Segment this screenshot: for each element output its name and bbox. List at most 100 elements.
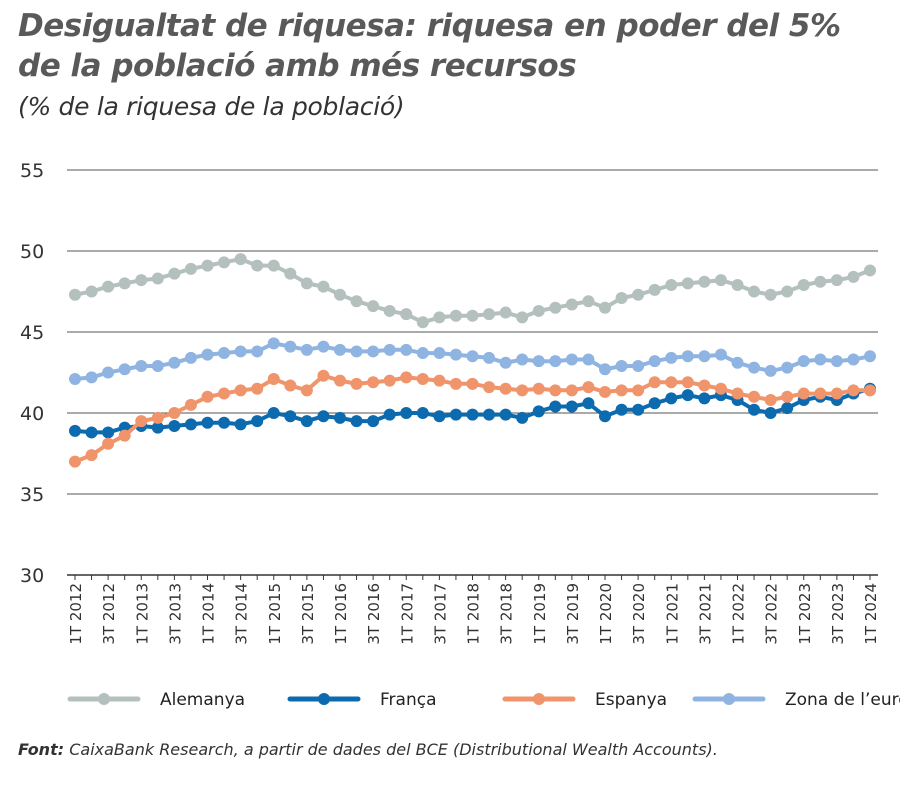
data-point-zona-de-l-euro: [251, 345, 264, 358]
x-tick-label: 1T 2013: [133, 583, 151, 645]
data-point-zona-de-l-euro: [615, 360, 628, 373]
data-point-fran-a: [615, 403, 628, 416]
data-point-zona-de-l-euro: [168, 356, 181, 369]
x-tick-label: 1T 2012: [67, 583, 85, 645]
x-tick-label: 3T 2022: [763, 583, 781, 645]
data-point-zona-de-l-euro: [516, 353, 529, 366]
data-point-fran-a: [764, 407, 777, 419]
data-point-espanya: [284, 379, 297, 392]
data-point-fran-a: [665, 392, 678, 405]
data-point-espanya: [350, 377, 363, 390]
data-point-zona-de-l-euro: [549, 355, 562, 368]
data-point-fran-a: [218, 416, 231, 429]
data-point-zona-de-l-euro: [764, 364, 777, 377]
data-point-espanya: [85, 449, 98, 462]
data-point-zona-de-l-euro: [383, 343, 396, 356]
data-point-fran-a: [781, 402, 794, 415]
data-point-espanya: [665, 376, 678, 389]
data-point-espanya: [466, 377, 479, 390]
data-point-fran-a: [102, 426, 115, 439]
x-tick-label: 3T 2012: [100, 583, 118, 645]
x-tick-label: 1T 2022: [730, 583, 748, 645]
legend-label-zona-de-l-euro: Zona de l’euro: [785, 690, 900, 710]
data-point-fran-a: [267, 407, 280, 419]
data-point-alemanya: [565, 298, 578, 311]
chart-title-line1: Desigualtat de riquesa: riquesa en poder…: [18, 8, 841, 44]
data-point-fran-a: [69, 424, 81, 437]
data-point-fran-a: [499, 408, 512, 421]
data-point-espanya: [367, 376, 380, 389]
data-point-alemanya: [797, 279, 810, 292]
data-point-zona-de-l-euro: [135, 360, 148, 373]
data-point-alemanya: [184, 262, 197, 275]
x-tick-label: 1T 2018: [465, 583, 483, 645]
data-point-alemanya: [499, 306, 512, 319]
x-tick-label: 3T 2018: [498, 583, 516, 645]
data-point-alemanya: [781, 285, 794, 298]
data-point-alemanya: [731, 279, 744, 292]
source-text: CaixaBank Research, a partir de dades de…: [69, 740, 718, 759]
legend-marker-espanya: [533, 693, 545, 705]
data-point-zona-de-l-euro: [350, 345, 363, 358]
data-point-zona-de-l-euro: [367, 345, 380, 358]
legend-marker-fran-a: [318, 693, 330, 705]
data-point-espanya: [168, 407, 181, 419]
data-point-espanya: [251, 382, 264, 395]
data-point-zona-de-l-euro: [234, 345, 247, 358]
y-tick-label: 35: [20, 484, 44, 506]
data-point-alemanya: [135, 274, 148, 287]
data-point-alemanya: [267, 259, 280, 272]
data-point-espanya: [748, 390, 761, 403]
data-point-zona-de-l-euro: [300, 343, 313, 356]
y-tick-label: 40: [20, 403, 44, 425]
data-point-zona-de-l-euro: [449, 348, 462, 361]
x-tick-label: 3T 2023: [829, 583, 847, 645]
data-point-zona-de-l-euro: [847, 353, 860, 366]
data-point-fran-a: [383, 408, 396, 421]
data-point-espanya: [184, 398, 197, 411]
data-point-zona-de-l-euro: [499, 356, 512, 369]
data-point-fran-a: [449, 408, 462, 421]
data-point-espanya: [69, 455, 81, 468]
data-point-fran-a: [532, 405, 545, 418]
data-point-zona-de-l-euro: [582, 353, 595, 366]
data-point-espanya: [300, 384, 313, 397]
data-point-zona-de-l-euro: [201, 348, 214, 361]
data-point-espanya: [549, 384, 562, 397]
data-point-alemanya: [251, 259, 264, 272]
data-point-alemanya: [350, 295, 363, 308]
data-point-zona-de-l-euro: [483, 351, 496, 364]
data-point-zona-de-l-euro: [681, 350, 694, 363]
data-point-espanya: [400, 371, 413, 384]
data-point-zona-de-l-euro: [317, 340, 330, 353]
data-point-alemanya: [714, 274, 727, 287]
data-point-fran-a: [466, 408, 479, 421]
data-point-alemanya: [367, 300, 380, 313]
data-point-alemanya: [864, 264, 876, 277]
data-point-espanya: [814, 387, 827, 400]
x-tick-label: 1T 2023: [796, 583, 814, 645]
data-point-zona-de-l-euro: [267, 337, 280, 350]
data-point-fran-a: [565, 400, 578, 413]
data-point-zona-de-l-euro: [781, 361, 794, 374]
legend-label-espanya: Espanya: [595, 690, 667, 710]
data-point-fran-a: [350, 415, 363, 428]
data-point-espanya: [483, 381, 496, 394]
x-tick-label: 3T 2021: [696, 583, 714, 645]
data-point-espanya: [698, 379, 711, 392]
data-point-alemanya: [648, 283, 661, 296]
data-point-zona-de-l-euro: [151, 360, 164, 373]
data-point-fran-a: [300, 415, 313, 428]
data-point-fran-a: [251, 415, 264, 428]
legend-label-alemanya: Alemanya: [160, 690, 245, 710]
data-point-alemanya: [549, 301, 562, 314]
chart-subtitle: (% de la riquesa de la població): [18, 92, 405, 121]
data-point-fran-a: [632, 403, 645, 416]
data-point-fran-a: [184, 418, 197, 431]
data-point-alemanya: [599, 301, 611, 314]
legend-label-fran-a: França: [380, 690, 437, 710]
data-point-alemanya: [102, 280, 115, 293]
data-point-fran-a: [201, 416, 214, 429]
data-point-fran-a: [549, 400, 562, 413]
